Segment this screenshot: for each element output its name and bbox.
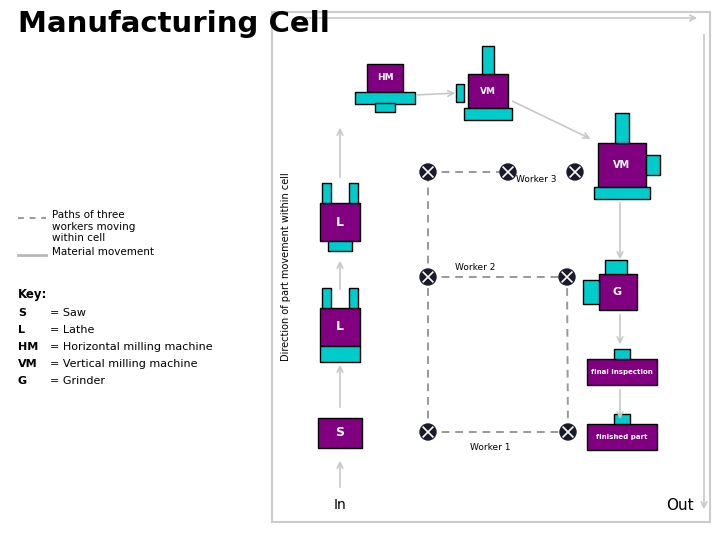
Text: Worker 2: Worker 2	[455, 263, 495, 272]
Bar	[605, 260, 627, 274]
Text: Material movement: Material movement	[52, 247, 154, 257]
Bar	[614, 349, 630, 359]
Text: L: L	[336, 321, 344, 334]
Bar	[482, 46, 494, 74]
Text: Manufacturing Cell: Manufacturing Cell	[18, 10, 330, 38]
Bar	[587, 359, 657, 385]
Bar	[322, 183, 331, 203]
Bar	[272, 12, 710, 522]
Circle shape	[560, 424, 576, 440]
Bar	[464, 108, 512, 120]
Bar	[355, 92, 415, 104]
Circle shape	[420, 424, 436, 440]
Bar	[456, 84, 464, 102]
Bar	[320, 308, 360, 346]
Bar	[320, 203, 360, 241]
Text: final inspection: final inspection	[591, 369, 653, 375]
Text: VM: VM	[613, 160, 631, 170]
Circle shape	[559, 269, 575, 285]
Bar	[349, 183, 358, 203]
Text: = Grinder: = Grinder	[50, 376, 105, 386]
Text: = Lathe: = Lathe	[50, 325, 94, 335]
Text: S: S	[336, 427, 344, 440]
Bar	[599, 274, 637, 310]
Text: Key:: Key:	[18, 288, 48, 301]
Bar	[367, 64, 403, 92]
Text: Worker 3: Worker 3	[516, 175, 557, 184]
Text: Paths of three
workers moving
within cell: Paths of three workers moving within cel…	[52, 210, 135, 243]
Text: VM: VM	[480, 87, 496, 97]
Text: Worker 1: Worker 1	[470, 443, 510, 452]
Text: VM: VM	[18, 359, 37, 369]
Bar	[646, 155, 660, 175]
Bar	[328, 241, 352, 251]
Text: L: L	[18, 325, 25, 335]
Bar	[322, 288, 331, 308]
Text: HM: HM	[18, 342, 38, 352]
Bar	[598, 143, 646, 187]
Text: G: G	[18, 376, 27, 386]
Text: G: G	[613, 287, 621, 297]
Text: = Saw: = Saw	[50, 308, 86, 318]
Bar	[349, 288, 358, 308]
Bar	[375, 103, 395, 112]
Bar	[583, 280, 599, 304]
Bar	[318, 418, 362, 448]
Text: L: L	[336, 215, 344, 228]
Text: Direction of part movement within cell: Direction of part movement within cell	[281, 173, 291, 361]
Bar	[614, 414, 630, 424]
Text: HM: HM	[377, 73, 393, 83]
Text: S: S	[18, 308, 26, 318]
Text: = Horizontal milling machine: = Horizontal milling machine	[50, 342, 212, 352]
Circle shape	[420, 164, 436, 180]
Text: Out: Out	[666, 497, 694, 512]
Bar	[615, 113, 629, 143]
Bar	[594, 187, 650, 199]
Bar	[468, 74, 508, 108]
Text: finished part: finished part	[596, 434, 648, 440]
Circle shape	[420, 269, 436, 285]
Text: In: In	[333, 498, 346, 512]
Bar	[320, 346, 360, 362]
Bar	[587, 424, 657, 450]
Circle shape	[500, 164, 516, 180]
Circle shape	[567, 164, 583, 180]
Text: = Vertical milling machine: = Vertical milling machine	[50, 359, 197, 369]
